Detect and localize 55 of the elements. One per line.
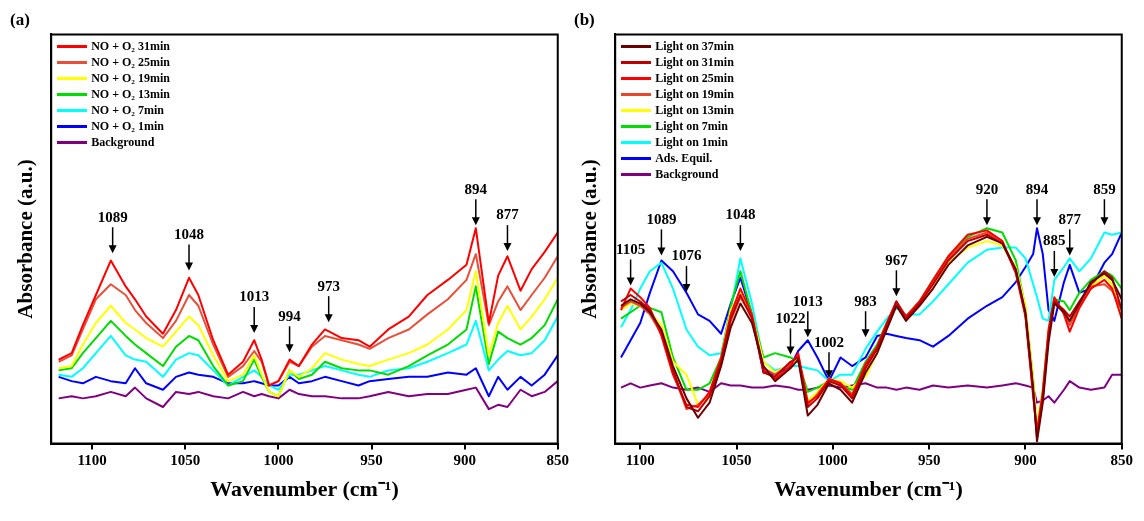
legend-label: Light on 19min (655, 86, 734, 103)
annotation: 983 (854, 292, 877, 309)
annotation: 1089 (97, 208, 128, 225)
annotation: 967 (885, 251, 909, 268)
legend-label: Light on 37min (655, 38, 734, 55)
x-tick-label: 850 (1110, 452, 1133, 469)
annotation: 894 (464, 180, 488, 197)
annotation: 1048 (174, 225, 205, 242)
annotation: 1022 (775, 309, 806, 326)
annotation: 894 (1025, 180, 1049, 197)
x-axis-title: Wavenumber (cm⁻¹) (774, 476, 963, 502)
legend-label: Light on 25min (655, 70, 734, 87)
annotation: 1048 (725, 206, 756, 223)
x-tick-label: 1100 (625, 452, 655, 469)
legend-label: Light on 13min (655, 102, 734, 119)
annotation: 1089 (646, 210, 677, 227)
annotation: 859 (1093, 180, 1116, 197)
x-tick-label: 950 (917, 452, 941, 469)
x-tick-label: 1100 (77, 452, 107, 469)
x-tick-label: 900 (1014, 452, 1037, 469)
y-axis-title: Absorbance (a.u.) (577, 159, 602, 319)
annotation: 877 (1058, 210, 1082, 227)
chart-title: (a) (10, 9, 30, 29)
legend-label: Background (655, 166, 719, 183)
x-tick-label: 850 (546, 452, 569, 469)
annotation: 1002 (813, 333, 844, 350)
chart-title: (b) (574, 9, 595, 29)
x-tick-label: 900 (453, 452, 476, 469)
x-tick-label: 950 (360, 452, 383, 469)
annotation: 1013 (792, 292, 823, 309)
annotation: 1013 (239, 288, 270, 305)
legend-label: NO + O₂ 31min (91, 38, 170, 55)
annotation: 885 (1043, 232, 1066, 249)
legend-label: Light on 7min (655, 118, 728, 135)
legend-label: NO + O₂ 7min (91, 102, 164, 119)
annotation: 1105 (616, 240, 646, 257)
annotation: 994 (278, 307, 302, 324)
x-axis-title: Wavenumber (cm⁻¹) (210, 476, 399, 502)
x-tick-label: 1000 (817, 452, 848, 469)
legend-label: NO + O₂ 25min (91, 54, 170, 71)
legend-label: NO + O₂ 13min (91, 86, 170, 103)
legend-label: NO + O₂ 1min (91, 118, 164, 135)
x-tick-label: 1050 (721, 452, 752, 469)
x-tick-label: 1000 (263, 452, 294, 469)
legend-label: Light on 1min (655, 134, 728, 151)
y-axis-title: Absorbance (a.u.) (13, 159, 38, 319)
legend-label: Background (91, 134, 155, 151)
legend-label: Ads. Equil. (655, 150, 713, 167)
annotation: 1076 (671, 247, 702, 264)
annotation: 920 (975, 180, 999, 197)
legend-label: NO + O₂ 19min (91, 70, 170, 87)
legend-label: Light on 31min (655, 54, 734, 71)
x-tick-label: 1050 (170, 452, 201, 469)
annotation: 973 (317, 277, 340, 294)
annotation: 877 (496, 206, 520, 223)
